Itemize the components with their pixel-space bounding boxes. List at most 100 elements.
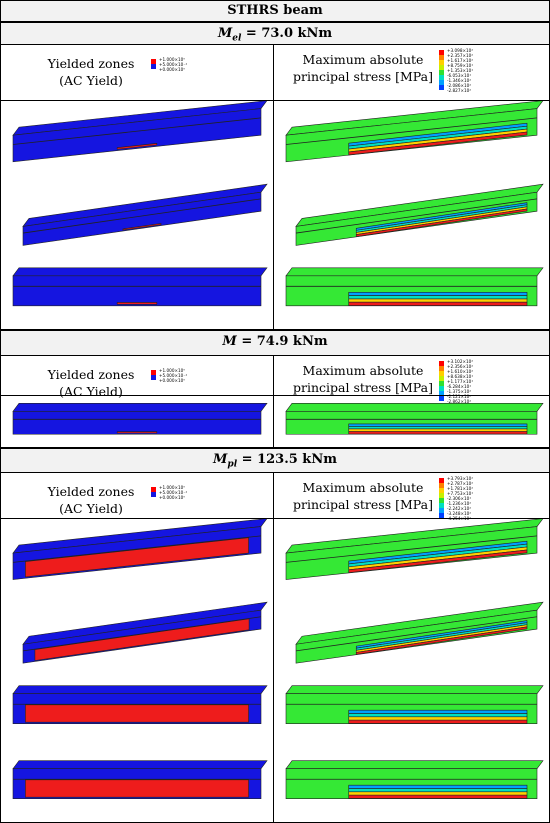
header-cell: Maximum absolute principal stress [MPa] +3… (273, 355, 550, 404)
header-text: Yielded zones (AC Yield) (31, 55, 151, 89)
beam-face (285, 684, 544, 694)
header-cell: Yielded zones (AC Yield) +1.000×10⁰ +5.000×… (0, 44, 274, 101)
legend-label: -2.121×10² (447, 394, 471, 399)
beam-edge (295, 616, 538, 652)
beam-face (348, 712, 528, 717)
beam-face (116, 143, 158, 150)
beam-face (12, 403, 268, 412)
beam-face (25, 779, 249, 798)
legend-label: +3.793×10² (447, 476, 473, 481)
legend-label: +1.000×10⁰ (159, 368, 185, 373)
legend-label: +1.781×10² (447, 486, 473, 491)
legend-label: +2.357×10² (447, 53, 473, 58)
beam-image (285, 684, 544, 724)
moment-symbol: M (213, 452, 228, 467)
beam-edge (285, 117, 538, 145)
legend-label: -1.375×10² (447, 389, 471, 394)
legend-swatch (151, 370, 156, 375)
beam-face (12, 760, 268, 770)
beam-face (22, 191, 262, 246)
beam-face (355, 208, 528, 238)
header-cell: Yielded zones (AC Yield) +1.000×10⁰ +5.000×… (0, 355, 274, 399)
beam-face (25, 537, 249, 578)
legend-label: -6.284×10¹ (447, 384, 471, 389)
header-text: Maximum absolute principal stress [MPa] (288, 479, 438, 513)
image-cell (0, 100, 274, 330)
beam-face (12, 411, 262, 435)
legend-swatch (439, 50, 444, 55)
legend-label: +8.759×10¹ (447, 63, 473, 68)
legend-label: +8.638×10¹ (447, 374, 473, 379)
beam-face (348, 791, 528, 796)
legend-label: -6.053×10¹ (447, 73, 471, 78)
legend-label: +0.000×10⁰ (159, 67, 185, 72)
beam-image (12, 684, 268, 724)
legend-swatch (439, 70, 444, 75)
header-text: Maximum absolute principal stress [MPa] (288, 51, 438, 85)
legend-swatch (151, 59, 156, 64)
legend-swatch (439, 65, 444, 70)
legend-label: +1.177×10¹ (447, 379, 473, 384)
legend-swatch (151, 492, 156, 497)
header-line: (AC Yield) (59, 73, 123, 88)
beam-face (348, 795, 528, 799)
legend-swatch (439, 376, 444, 381)
legend-swatch (439, 381, 444, 386)
beam-image (285, 519, 544, 580)
beam-face (348, 295, 528, 300)
header-line: Yielded zones (47, 484, 135, 499)
table-title: STHRS beam (0, 0, 550, 22)
legend-swatch (151, 487, 156, 492)
legend-label: -1.236×10² (447, 501, 471, 506)
legend-label: +3.098×10² (447, 48, 473, 53)
legend-swatch (151, 64, 156, 69)
image-cell (0, 518, 274, 823)
beam-face (348, 431, 528, 435)
legend-swatch (439, 371, 444, 376)
moment-subscript: el (232, 33, 242, 44)
beam-face (348, 301, 528, 306)
beam-face (348, 426, 528, 430)
beam-face (348, 709, 528, 714)
legend-label: -2.086×10² (447, 83, 471, 88)
legend-swatch (439, 493, 444, 498)
beam-image (12, 519, 268, 580)
beam-face (285, 760, 544, 770)
legend-swatch (439, 396, 444, 401)
legend-label: +1.000×10⁰ (159, 57, 185, 62)
legend-label: -2.242×10² (447, 506, 471, 511)
image-cell (273, 395, 550, 448)
header-text: Maximum absolute principal stress [MPa] (288, 362, 438, 396)
legend-swatch (439, 503, 444, 508)
moment-value: = 73.0 kNm (245, 26, 333, 41)
beam-face (12, 275, 262, 307)
legend-label: +7.753×10¹ (447, 491, 473, 496)
beam-image (285, 403, 544, 435)
beam-face (25, 704, 249, 723)
beam-face (12, 684, 268, 694)
moment-heading: Mpl = 123.5 kNm (0, 448, 550, 473)
legend-label: +1.353×10¹ (447, 68, 473, 73)
moment-heading: Mel = 73.0 kNm (0, 22, 550, 45)
beam-image (285, 101, 544, 163)
header-line: principal stress [MPa] (293, 497, 433, 512)
legend: +3.102×10²+2.356×10²+1.610×10²+8.638×10¹… (439, 359, 473, 404)
moment-symbol: M (222, 334, 237, 349)
beam-face (348, 131, 528, 156)
moment-subscript: pl (227, 459, 238, 470)
beam-face (348, 785, 528, 790)
header-line: principal stress [MPa] (293, 380, 433, 395)
legend-label: -2.827×10² (447, 88, 471, 93)
legend-swatch (439, 513, 444, 518)
beam-edge (285, 535, 538, 563)
beam-face (348, 549, 528, 574)
legend-label: +1.610×10² (447, 369, 473, 374)
legend-swatch (439, 386, 444, 391)
beam-edge (22, 616, 262, 652)
header-line: Maximum absolute (302, 52, 424, 67)
beam-face (348, 291, 528, 296)
legend-label: +2.356×10² (447, 364, 473, 369)
beam-face (12, 267, 268, 277)
legend-swatch (151, 375, 156, 380)
